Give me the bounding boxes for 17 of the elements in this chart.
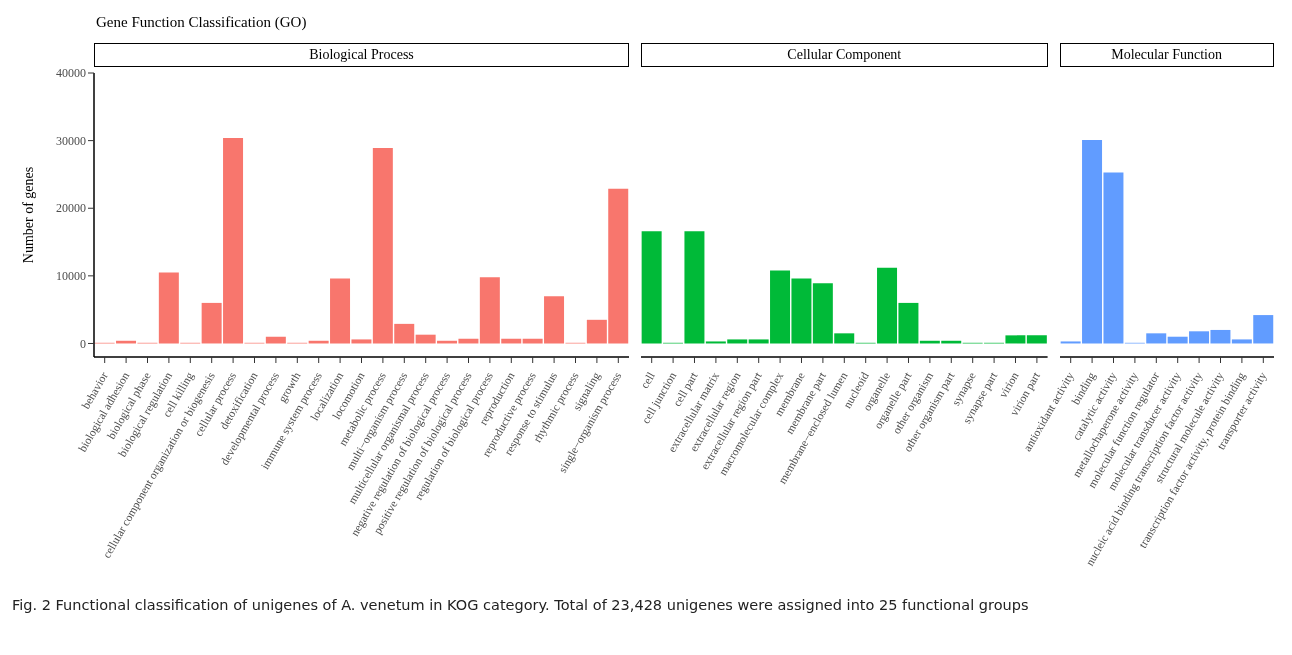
y-tick-label: 40000 bbox=[56, 66, 86, 81]
y-tick-label: 30000 bbox=[56, 133, 86, 148]
y-axis-title: Number of genes bbox=[20, 166, 36, 264]
chart-title: Molecular Function bbox=[1059, 43, 1274, 67]
bar bbox=[1145, 333, 1166, 344]
y-tick-label: 10000 bbox=[56, 269, 86, 284]
text: Gene Function Classification (GO) bbox=[96, 14, 308, 31]
bar bbox=[1026, 335, 1047, 344]
bar bbox=[158, 272, 179, 344]
caption: Fig. 2 Functional classification of unigenes of A. venetum in KOG category. Total of 23,428 unigenes were assigned into 25 functional groups bbox=[12, 597, 1030, 613]
bar bbox=[684, 231, 705, 344]
y-tick-label: 20000 bbox=[56, 201, 86, 216]
y-tick-label: 0 bbox=[80, 336, 86, 351]
bar bbox=[641, 231, 662, 344]
chart-title: Biological Process bbox=[94, 43, 629, 67]
chart-title: Cellular Component bbox=[641, 43, 1048, 67]
bar bbox=[1005, 335, 1026, 344]
